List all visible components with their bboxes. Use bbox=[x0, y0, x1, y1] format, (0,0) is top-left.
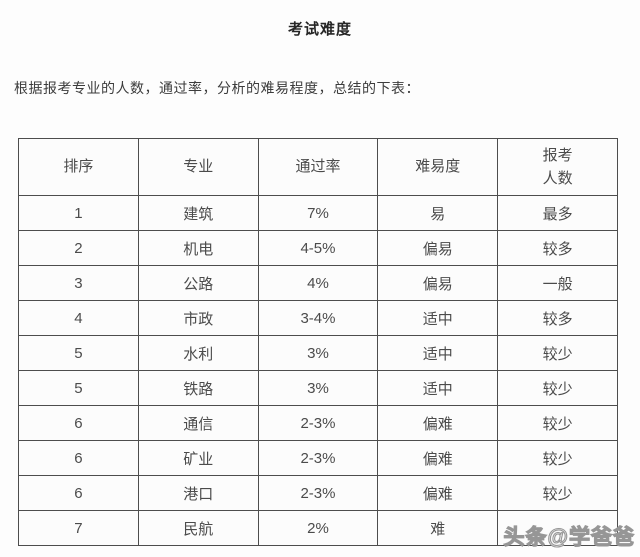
table-cell: 2% bbox=[257, 510, 379, 546]
table-header-row: 排序 专业 通过率 难易度 报考 人数 bbox=[18, 138, 618, 196]
table-cell: 2-3% bbox=[257, 405, 379, 441]
table-cell: 3 bbox=[18, 265, 139, 301]
table-cell: 5 bbox=[18, 370, 139, 406]
table-cell: 建筑 bbox=[137, 195, 259, 231]
table-cell: 2-3% bbox=[257, 475, 379, 511]
intro-text: 根据报考专业的人数，通过率，分析的难易程度，总结的下表： bbox=[14, 80, 420, 96]
table-cell: 市政 bbox=[137, 300, 259, 336]
table-cell: 6 bbox=[18, 405, 139, 441]
table-cell: 适中 bbox=[377, 300, 499, 336]
table-cell: 较多 bbox=[497, 300, 618, 336]
table-cell: 3% bbox=[257, 335, 379, 371]
table-cell: 适中 bbox=[377, 370, 499, 406]
column-header-applicants: 报考 人数 bbox=[497, 138, 618, 196]
table-cell: 较少 bbox=[497, 475, 618, 511]
table-cell: 通信 bbox=[137, 405, 259, 441]
table-cell: 最多 bbox=[497, 195, 618, 231]
table-cell: 港口 bbox=[137, 475, 259, 511]
table-cell: 2 bbox=[18, 230, 139, 266]
table-cell: 民航 bbox=[137, 510, 259, 546]
table-cell: 3% bbox=[257, 370, 379, 406]
table-cell: 较多 bbox=[497, 230, 618, 266]
table-cell: 7 bbox=[18, 510, 139, 546]
column-header-rank: 排序 bbox=[18, 138, 139, 196]
table-cell: 较少 bbox=[497, 440, 618, 476]
table-row: 7 民航 2% 难 bbox=[18, 510, 618, 546]
table-cell: 3-4% bbox=[257, 300, 379, 336]
table-cell: 偏难 bbox=[377, 405, 499, 441]
table-cell: 6 bbox=[18, 475, 139, 511]
table-row: 5 铁路 3% 适中 较少 bbox=[18, 370, 618, 406]
table-cell: 较少 bbox=[497, 335, 618, 371]
table-cell: 2-3% bbox=[257, 440, 379, 476]
table-cell: 6 bbox=[18, 440, 139, 476]
toutiao-watermark: 头条@学爸爸 bbox=[503, 525, 635, 549]
table-row: 2 机电 4-5% 偏易 较多 bbox=[18, 230, 618, 266]
table-cell bbox=[497, 510, 618, 546]
table-cell: 4 bbox=[18, 300, 139, 336]
table-cell: 4% bbox=[257, 265, 379, 301]
table-cell: 7% bbox=[257, 195, 379, 231]
table-cell: 4-5% bbox=[257, 230, 379, 266]
table-cell: 一般 bbox=[497, 265, 618, 301]
table-cell: 易 bbox=[377, 195, 499, 231]
table-cell: 偏难 bbox=[377, 440, 499, 476]
difficulty-table: 排序 专业 通过率 难易度 报考 人数 1 建筑 7% 易最多 2 机电 4-5% 偏易 较多 3… bbox=[18, 138, 618, 546]
table-cell: 难 bbox=[377, 510, 499, 546]
table-cell: 偏易 bbox=[377, 265, 499, 301]
table-cell: 水利 bbox=[137, 335, 259, 371]
table-body: 1 建筑 7% 易最多 2 机电 4-5% 偏易 较多 3 公路 4% 偏易 一般 4 市政 3-4% 适中 较多 5… bbox=[18, 195, 618, 546]
table-row: 6 矿业 2-3% 偏难 较少 bbox=[18, 440, 618, 476]
column-header-difficulty: 难易度 bbox=[377, 138, 499, 196]
table-cell: 较少 bbox=[497, 405, 618, 441]
table-row: 4 市政 3-4% 适中 较多 bbox=[18, 300, 618, 336]
table-cell: 矿业 bbox=[137, 440, 259, 476]
table-cell: 机电 bbox=[137, 230, 259, 266]
column-header-pass-rate: 通过率 bbox=[257, 138, 379, 196]
table-cell: 适中 bbox=[377, 335, 499, 371]
table-cell: 5 bbox=[18, 335, 139, 371]
table-row: 5 水利 3% 适中 较少 bbox=[18, 335, 618, 371]
table-cell: 1 bbox=[18, 195, 139, 231]
table-cell: 较少 bbox=[497, 370, 618, 406]
table-row: 1 建筑 7% 易最多 bbox=[18, 195, 618, 231]
table-cell: 铁路 bbox=[137, 370, 259, 406]
table-cell: 公路 bbox=[137, 265, 259, 301]
table-row: 6 通信 2-3% 偏难 较少 bbox=[18, 405, 618, 441]
table-cell: 偏易 bbox=[377, 230, 499, 266]
table-cell: 偏难 bbox=[377, 475, 499, 511]
table-row: 3 公路 4% 偏易 一般 bbox=[18, 265, 618, 301]
table-row: 6 港口 2-3% 偏难 较少 bbox=[18, 475, 618, 511]
column-header-major: 专业 bbox=[137, 138, 259, 196]
page-title: 考试难度 bbox=[287, 21, 352, 38]
